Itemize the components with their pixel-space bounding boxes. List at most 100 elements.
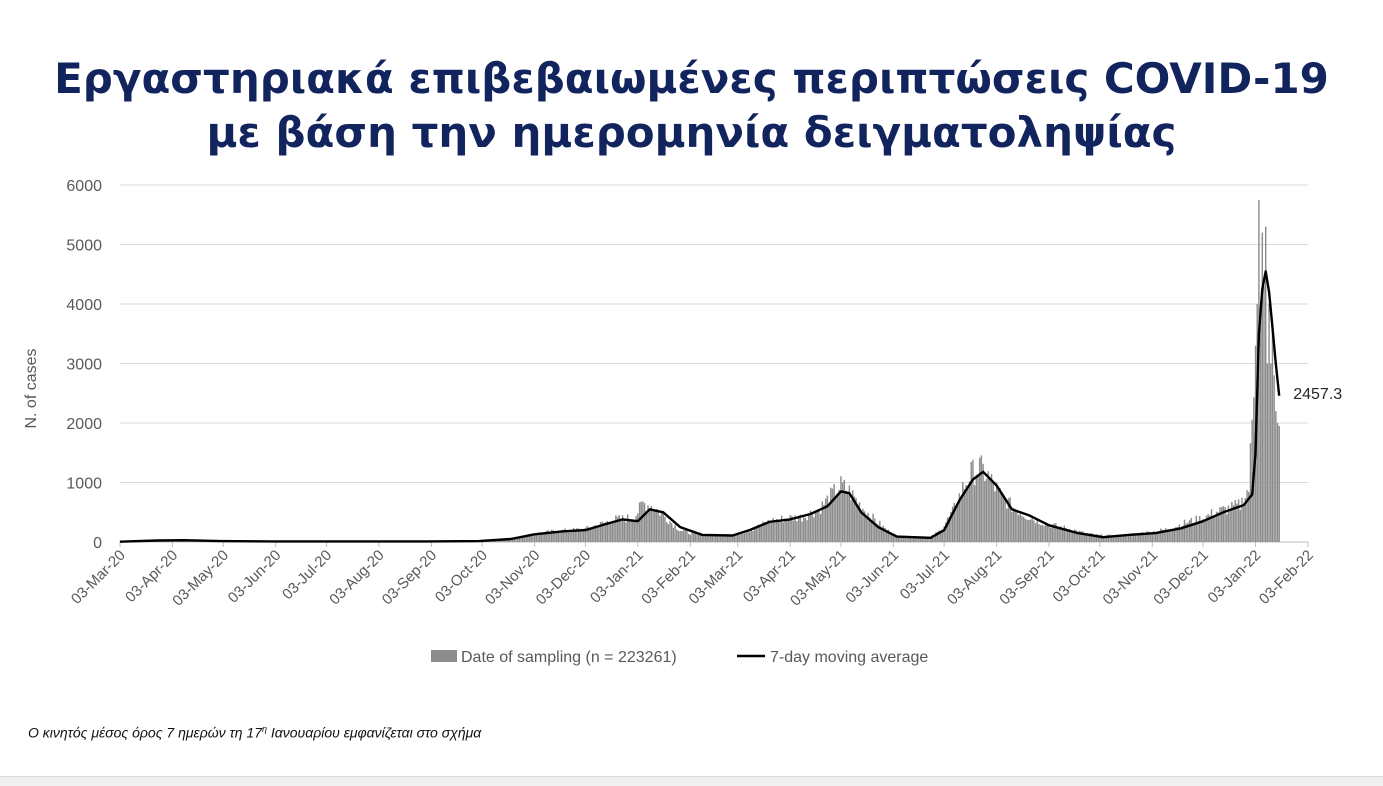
bar bbox=[1267, 364, 1268, 543]
bar bbox=[976, 475, 977, 542]
bar bbox=[1268, 304, 1269, 542]
bar bbox=[1270, 364, 1271, 543]
x-tick-label: 03-Jun-20 bbox=[225, 547, 285, 607]
bar bbox=[1246, 490, 1247, 542]
bar bbox=[981, 455, 982, 542]
bar bbox=[808, 514, 809, 542]
bar bbox=[1243, 507, 1244, 542]
bar bbox=[1192, 523, 1193, 542]
y-tick-label: 6000 bbox=[66, 178, 102, 195]
bar bbox=[1023, 517, 1024, 542]
x-tick-label: 03-Aug-20 bbox=[326, 547, 388, 609]
y-tick-label: 3000 bbox=[66, 357, 102, 374]
bar bbox=[525, 537, 526, 542]
bar bbox=[1233, 505, 1234, 542]
bar bbox=[766, 524, 767, 542]
bar bbox=[729, 536, 730, 542]
bar bbox=[1070, 532, 1071, 542]
bar bbox=[1272, 328, 1273, 542]
bar bbox=[1199, 516, 1200, 542]
bar bbox=[840, 476, 841, 542]
bar bbox=[652, 509, 653, 542]
y-tick-label: 1000 bbox=[66, 476, 102, 493]
bar bbox=[629, 519, 630, 542]
bar bbox=[664, 517, 665, 542]
bar bbox=[1047, 525, 1048, 542]
bar bbox=[1048, 524, 1049, 542]
bar bbox=[965, 485, 966, 542]
bar bbox=[998, 487, 999, 542]
x-tick-label: 03-Sep-20 bbox=[379, 547, 441, 609]
bar bbox=[1214, 516, 1215, 542]
bar bbox=[793, 521, 794, 542]
bar bbox=[1277, 423, 1278, 542]
bar bbox=[1116, 537, 1117, 542]
bar bbox=[571, 532, 572, 542]
bar bbox=[641, 502, 642, 542]
bar bbox=[749, 532, 750, 542]
bar bbox=[688, 534, 689, 542]
bar bbox=[674, 525, 675, 542]
bar bbox=[1211, 509, 1212, 542]
x-tick-label: 03-Dec-20 bbox=[533, 547, 595, 609]
bar bbox=[615, 515, 616, 542]
bar bbox=[673, 528, 674, 542]
bar bbox=[701, 536, 702, 542]
bar bbox=[800, 515, 801, 542]
bar bbox=[1113, 537, 1114, 542]
bar bbox=[1184, 520, 1185, 542]
bar bbox=[1191, 518, 1192, 542]
bar bbox=[632, 520, 633, 542]
bar bbox=[1194, 523, 1195, 542]
bar bbox=[994, 491, 995, 542]
bar bbox=[1026, 520, 1027, 542]
bar bbox=[1170, 530, 1171, 542]
bar bbox=[1042, 525, 1043, 542]
bar bbox=[630, 520, 631, 542]
bar bbox=[779, 520, 780, 542]
bar bbox=[1179, 524, 1180, 542]
bar bbox=[671, 523, 672, 542]
bar bbox=[1037, 519, 1038, 542]
bar bbox=[991, 474, 992, 542]
moving-average-line bbox=[120, 271, 1279, 541]
bar bbox=[678, 531, 679, 542]
bar bbox=[1123, 536, 1124, 542]
bar bbox=[1028, 520, 1029, 542]
y-tick-label: 4000 bbox=[66, 297, 102, 314]
bar bbox=[558, 532, 559, 542]
bar bbox=[1064, 526, 1065, 542]
bar bbox=[774, 522, 775, 542]
bar bbox=[811, 515, 812, 542]
bar bbox=[722, 537, 723, 542]
bar bbox=[1235, 500, 1236, 542]
bar bbox=[524, 537, 525, 542]
bar bbox=[788, 521, 789, 542]
bar bbox=[820, 514, 821, 542]
bar bbox=[676, 530, 677, 542]
bar bbox=[1030, 520, 1031, 542]
bar bbox=[745, 533, 746, 542]
bar bbox=[1231, 502, 1232, 542]
bar bbox=[796, 521, 797, 542]
bar bbox=[613, 520, 614, 542]
bar bbox=[542, 534, 543, 542]
bar bbox=[837, 493, 838, 542]
bar bbox=[740, 534, 741, 542]
bar bbox=[590, 528, 591, 542]
x-tick-label: 03-Sep-21 bbox=[996, 547, 1058, 609]
bar bbox=[1128, 536, 1129, 542]
bar bbox=[686, 531, 687, 542]
bar bbox=[566, 531, 567, 542]
bar bbox=[656, 509, 657, 542]
bar bbox=[1013, 508, 1014, 542]
bar bbox=[1025, 519, 1026, 542]
bar bbox=[654, 511, 655, 542]
bar bbox=[989, 478, 990, 542]
bar bbox=[1016, 511, 1017, 542]
bar bbox=[620, 519, 621, 542]
bar bbox=[786, 519, 787, 542]
bar bbox=[916, 538, 917, 542]
bar bbox=[1033, 520, 1034, 542]
bar bbox=[1140, 535, 1141, 542]
